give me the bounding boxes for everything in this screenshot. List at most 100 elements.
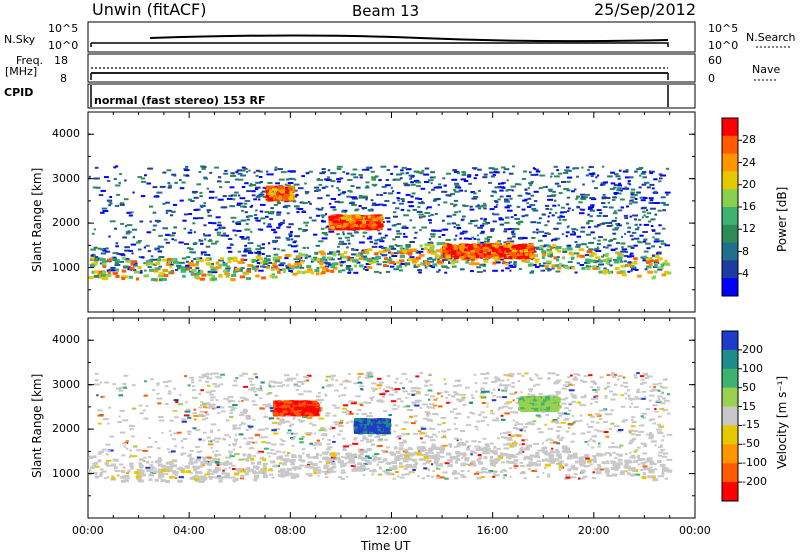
velocity-speckle bbox=[414, 420, 418, 423]
power-speckle bbox=[235, 270, 238, 273]
power-speckle bbox=[393, 268, 399, 271]
power-speckle bbox=[288, 270, 293, 272]
power-speckle bbox=[607, 201, 610, 204]
power-feature-0 bbox=[494, 258, 501, 262]
power-speckle bbox=[567, 261, 573, 263]
velocity-speckle bbox=[348, 373, 351, 376]
velocity-speckle bbox=[271, 443, 277, 446]
velocity-speckle bbox=[327, 383, 331, 386]
power-speckle bbox=[441, 219, 445, 222]
power-speckle bbox=[459, 268, 464, 271]
power-speckle bbox=[257, 194, 263, 197]
power-feature-2 bbox=[359, 215, 365, 218]
power-feature-0 bbox=[207, 273, 213, 277]
power-speckle bbox=[620, 189, 623, 192]
power-speckle bbox=[626, 222, 630, 225]
power-speckle bbox=[366, 185, 369, 188]
power-feature-0 bbox=[322, 266, 329, 270]
power-speckle bbox=[477, 226, 483, 229]
power-feature-3 bbox=[270, 190, 276, 194]
power-feature-2 bbox=[342, 224, 347, 228]
power-speckle bbox=[98, 194, 104, 197]
velocity-speckle bbox=[174, 416, 179, 419]
power-speckle bbox=[157, 250, 163, 253]
velocity-speckle bbox=[666, 433, 673, 436]
power-speckle bbox=[489, 171, 495, 174]
power-speckle bbox=[405, 172, 408, 175]
power-speckle bbox=[536, 221, 542, 224]
velocity-speckle bbox=[442, 422, 446, 425]
power-speckle bbox=[104, 250, 108, 253]
power-speckle bbox=[622, 187, 628, 190]
power-feature-2 bbox=[375, 221, 381, 225]
power-speckle bbox=[277, 248, 280, 251]
power-speckle bbox=[396, 244, 403, 247]
power-speckle bbox=[498, 186, 505, 189]
velocity-speckle bbox=[596, 415, 602, 418]
power-speckle bbox=[614, 217, 618, 220]
power-speckle bbox=[384, 200, 390, 202]
velocity-speckle bbox=[650, 440, 657, 443]
velocity-speckle bbox=[538, 393, 543, 396]
power-feature-1 bbox=[469, 252, 475, 256]
velocity-speckle bbox=[474, 390, 478, 393]
velocity-speckle bbox=[267, 392, 273, 395]
power-speckle bbox=[308, 201, 311, 203]
power-feature-0 bbox=[266, 258, 271, 262]
power-speckle bbox=[243, 250, 248, 253]
power-feature-0 bbox=[340, 253, 344, 257]
velocity-speckle bbox=[172, 409, 178, 412]
velocity-speckle bbox=[316, 439, 320, 442]
velocity-speckle bbox=[156, 397, 163, 400]
velocity-speckle bbox=[328, 428, 334, 430]
power-feature-0 bbox=[114, 259, 120, 262]
power-speckle bbox=[146, 182, 151, 185]
velocity-speckle bbox=[418, 450, 421, 453]
power-feature-0 bbox=[187, 261, 194, 265]
velocity-speckle bbox=[459, 438, 463, 441]
power-speckle bbox=[306, 246, 310, 249]
power-speckle bbox=[498, 217, 503, 220]
power-feature-1 bbox=[459, 255, 465, 259]
power-speckle bbox=[478, 189, 481, 192]
velocity-speckle bbox=[579, 414, 583, 417]
velocity-speckle bbox=[424, 379, 431, 382]
velocity-speckle bbox=[334, 423, 339, 426]
nsky-label: N.Sky bbox=[4, 33, 36, 46]
velocity-speckle bbox=[187, 454, 192, 457]
velocity-speckle bbox=[181, 420, 187, 423]
power-feature-1 bbox=[508, 251, 513, 255]
power-speckle bbox=[628, 261, 632, 264]
velocity-speckle bbox=[641, 412, 647, 415]
power-speckle bbox=[286, 226, 291, 229]
power-speckle bbox=[245, 215, 250, 218]
velocity-speckle bbox=[273, 432, 279, 435]
velocity-speckle bbox=[106, 464, 112, 467]
velocity-speckle bbox=[554, 449, 559, 451]
power-speckle bbox=[240, 267, 245, 270]
power-feature-0 bbox=[645, 257, 650, 261]
power-speckle bbox=[244, 247, 248, 250]
date-title: 25/Sep/2012 bbox=[594, 0, 697, 19]
power-speckle bbox=[620, 242, 626, 245]
power-speckle bbox=[370, 199, 374, 202]
velocity-speckle bbox=[369, 397, 373, 400]
power-feature-0 bbox=[411, 248, 417, 252]
power-speckle bbox=[237, 178, 244, 181]
power-speckle bbox=[646, 209, 649, 212]
power-speckle bbox=[337, 193, 341, 196]
power-speckle bbox=[641, 206, 647, 209]
velocity-speckle bbox=[192, 412, 198, 415]
power-speckle bbox=[352, 168, 358, 171]
power-speckle bbox=[453, 205, 456, 208]
velocity-speckle bbox=[421, 454, 427, 456]
power-feature-3 bbox=[284, 186, 288, 190]
velocity-speckle bbox=[611, 445, 616, 448]
power-speckle bbox=[193, 196, 199, 199]
power-feature-1 bbox=[511, 252, 517, 256]
power-speckle bbox=[409, 241, 415, 243]
power-speckle bbox=[608, 221, 613, 224]
velocity-speckle bbox=[594, 413, 601, 416]
velocity-speckle bbox=[141, 469, 145, 472]
velocity-speckle bbox=[467, 445, 471, 448]
